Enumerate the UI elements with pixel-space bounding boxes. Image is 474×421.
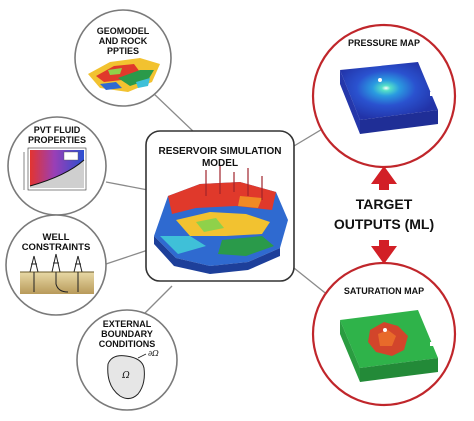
boundary-label-1: EXTERNAL bbox=[103, 319, 152, 329]
connector-geomodel bbox=[151, 91, 197, 135]
target-outputs: TARGET OUTPUTS (ML) bbox=[334, 166, 434, 264]
model-title-2: MODEL bbox=[202, 158, 238, 169]
pvt-label-2: PROPERTIES bbox=[28, 135, 86, 145]
well-label-2: CONSTRAINTS bbox=[22, 242, 91, 253]
boundary-symbol: ∂Ω bbox=[148, 349, 159, 358]
geomodel-label-2: AND ROCK bbox=[99, 36, 148, 46]
saturation-map-title: SATURATION MAP bbox=[344, 286, 424, 296]
connector-boundary bbox=[141, 285, 173, 317]
well-label-1: WELL bbox=[43, 232, 70, 243]
pvt-phase-diagram bbox=[23, 147, 87, 191]
saturation-node: SATURATION MAP bbox=[311, 261, 457, 407]
pressure-node: PRESSURE MAP bbox=[311, 23, 457, 169]
pvt-label-1: PVT FLUID bbox=[34, 125, 81, 135]
boundary-label-3: CONDITIONS bbox=[99, 339, 156, 349]
geomodel-label-3: PPTIES bbox=[107, 46, 139, 56]
geomodel-node: GEOMODEL AND ROCK PPTIES bbox=[74, 9, 172, 107]
geomodel-thumbnail bbox=[88, 58, 160, 92]
target-label-1: TARGET bbox=[356, 196, 413, 212]
pressure-map-title: PRESSURE MAP bbox=[348, 38, 420, 48]
connector-pvt bbox=[105, 181, 149, 191]
domain-shape bbox=[107, 355, 145, 400]
double-arrow-icon bbox=[371, 166, 397, 264]
well-schematic bbox=[20, 253, 94, 294]
connector-lines bbox=[105, 91, 335, 317]
pressure-map-grid bbox=[340, 62, 438, 134]
boundary-node: EXTERNAL BOUNDARY CONDITIONS Ω ∂Ω bbox=[76, 309, 178, 411]
saturation-map-grid bbox=[340, 310, 438, 382]
well-node: WELL CONSTRAINTS bbox=[5, 214, 107, 316]
reservoir-model-box: RESERVOIR SIMULATION MODEL bbox=[145, 130, 295, 282]
reservoir-model-render bbox=[154, 166, 288, 274]
connector-well bbox=[105, 249, 149, 265]
boundary-label-2: BOUNDARY bbox=[101, 329, 153, 339]
target-label-2: OUTPUTS (ML) bbox=[334, 216, 434, 232]
pvt-node: PVT FLUID PROPERTIES bbox=[7, 116, 107, 216]
omega-symbol: Ω bbox=[121, 371, 130, 381]
model-title-1: RESERVOIR SIMULATION bbox=[159, 146, 282, 157]
geomodel-label-1: GEOMODEL bbox=[97, 26, 150, 36]
